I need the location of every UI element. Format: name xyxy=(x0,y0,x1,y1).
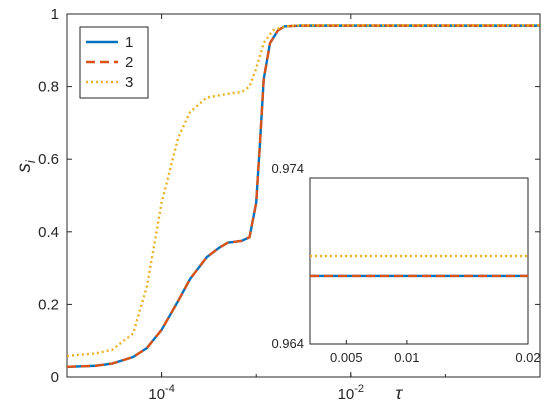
y-tick-label: 1 xyxy=(51,6,59,23)
inset-plot: 0.964 0.974 0.005 0.01 0.02 xyxy=(271,161,540,365)
y-tick-label: 0.4 xyxy=(38,224,59,241)
legend-label-3: 3 xyxy=(125,74,133,91)
y-tick-label: 0.8 xyxy=(38,79,59,96)
inset-x-tick-label: 0.005 xyxy=(330,350,363,365)
y-tick-label: 0 xyxy=(51,369,59,386)
y-axis-label: si xyxy=(14,159,38,173)
y-tick-label: 0.2 xyxy=(38,296,59,313)
inset-y-tick-label: 0.964 xyxy=(271,336,304,351)
x-tick-label: 10-2 xyxy=(338,383,364,403)
legend-label-2: 2 xyxy=(125,54,133,71)
legend: 1 2 3 xyxy=(79,26,149,99)
inset-frame xyxy=(309,177,529,345)
y-tick-label: 0.6 xyxy=(38,151,59,168)
x-axis-label: τ xyxy=(395,383,403,403)
inset-x-tick-label: 0.02 xyxy=(515,350,540,365)
inset-x-tick-label: 0.01 xyxy=(394,350,419,365)
series-line-2 xyxy=(66,24,540,369)
inset-y-tick-label: 0.974 xyxy=(271,161,304,176)
x-tick-label: 10-4 xyxy=(148,383,174,403)
legend-label-1: 1 xyxy=(125,34,133,51)
